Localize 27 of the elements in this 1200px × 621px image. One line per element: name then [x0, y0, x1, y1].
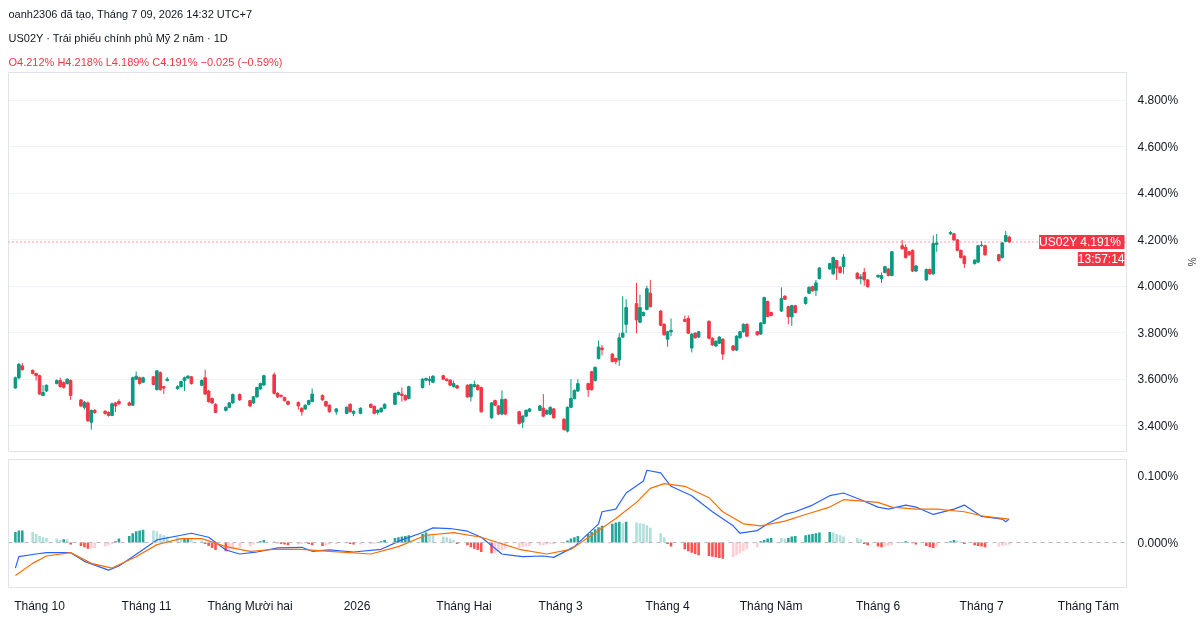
chart-subtitle: O4.212% H4.218% L4.189% C4.191% −0.025 (−0.59%) [8, 55, 283, 68]
annotation: 13:57:14 [1077, 252, 1125, 266]
x-tick-label: Tháng Tám [1057, 598, 1120, 613]
y-tick-label: 3.600% [1137, 372, 1179, 387]
x-tick-label: 2026 [343, 598, 371, 613]
x-tick-label: Tháng Hai [436, 598, 492, 613]
x-tick-label: Tháng Mười hai [207, 598, 293, 613]
y-tick-label: 4.800% [1137, 93, 1179, 108]
y-tick-label: 3.400% [1137, 418, 1179, 433]
y-tick-label: 4.600% [1137, 139, 1179, 154]
x-tick-label: Tháng 6 [856, 598, 901, 613]
y-tick-label: 0.000% [1137, 535, 1179, 550]
text: oanh2306 đã tạo, Tháng 7 09, 2026 14:32 UTC+7 [8, 7, 253, 20]
chart-title: US02Y · Trái phiếu chính phủ Mỹ 2 năm · 1D [8, 31, 228, 44]
x-tick-label: Tháng 11 [121, 598, 172, 613]
x-tick-label: Tháng 10 [14, 598, 66, 613]
y-tick-label: 4.400% [1137, 186, 1179, 201]
x-tick-label: Tháng 3 [538, 598, 583, 613]
ref-line-label: US02Y 4.191% [1039, 235, 1122, 249]
y-tick-label: 4.200% [1137, 232, 1179, 247]
y-tick-label: 4.000% [1137, 279, 1179, 294]
x-tick-label: Tháng 7 [959, 598, 1004, 613]
y-axis-title: % [1186, 257, 1198, 267]
x-tick-label: Tháng 4 [645, 598, 690, 613]
x-tick-label: Tháng Năm [739, 598, 803, 613]
y-tick-label: 0.100% [1137, 468, 1179, 483]
y-tick-label: 3.800% [1137, 325, 1179, 340]
